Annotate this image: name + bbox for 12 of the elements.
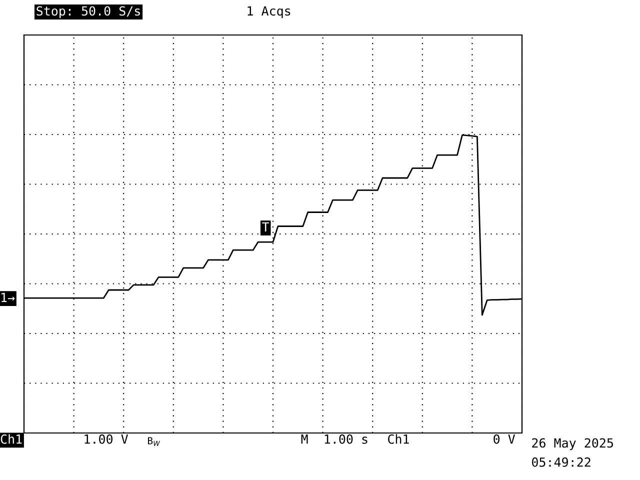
text: Ch1 [388,434,409,444]
text: 05:49:22 [532,457,590,467]
text: 26 May 2025 [532,438,613,450]
text: 1→ [2,292,15,302]
text: B$_{W}$ [148,437,160,446]
text: Ch1 [0,434,22,444]
annotation: T [262,222,270,232]
text: 1 Acqs [248,6,290,18]
text: Stop: 50.0 S/s [36,6,140,18]
text: 1.00 V [84,434,128,444]
text: M 1.00 s [301,434,368,444]
text: 0 V [494,434,516,444]
